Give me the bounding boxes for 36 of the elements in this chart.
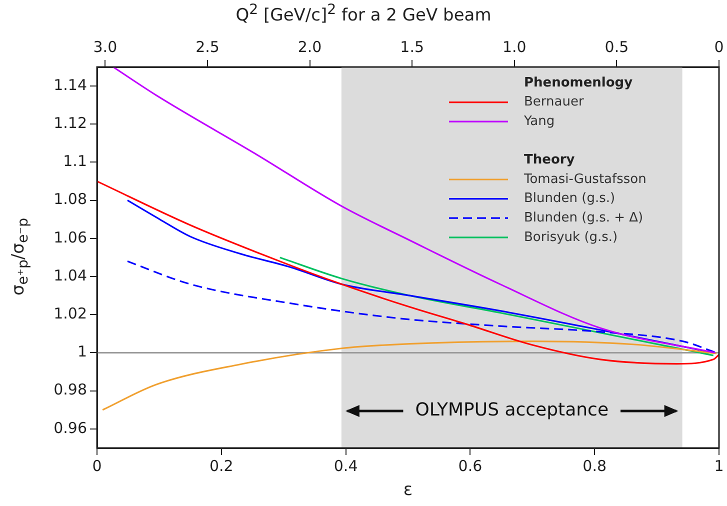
- x2-tick-label: 3.0: [93, 38, 118, 56]
- legend-label: Blunden (g.s. + Δ): [524, 210, 644, 226]
- y-tick-label: 1.08: [54, 190, 87, 208]
- legend-label: Yang: [523, 114, 555, 129]
- x2-tick-label: 1.5: [400, 38, 424, 56]
- band-label: OLYMPUS acceptance: [415, 400, 609, 421]
- y-tick-label: 0.96: [54, 418, 87, 437]
- x-tick-label: 0: [92, 456, 102, 475]
- line-series: [112, 67, 716, 354]
- line-series: [279, 256, 714, 356]
- x2-tick-label: 1.0: [502, 38, 526, 56]
- x-tick-label: 0.4: [334, 456, 358, 475]
- y-tick-label: 0.98: [54, 380, 87, 399]
- x2-tick-label: 0.5: [604, 38, 629, 56]
- legend-label: Blunden (g.s.): [524, 191, 616, 206]
- y-tick-label: 1.12: [54, 114, 87, 132]
- x2-tick-label: 2.5: [196, 38, 220, 56]
- y-tick-label: 1: [77, 342, 87, 361]
- x-tick-label: 0.6: [458, 456, 482, 475]
- legend-label: Bernauer: [524, 94, 584, 110]
- annotation: Phenomenlogy: [524, 75, 634, 90]
- annotation: Theory: [524, 152, 576, 168]
- y-tick-label: 1.02: [54, 304, 87, 323]
- x2-tick-label: 2.0: [298, 38, 322, 56]
- x-axis-title: ε: [402, 480, 414, 500]
- x-tick-label: 0.2: [209, 456, 234, 475]
- x2-tick-label: 0: [714, 38, 724, 56]
- legend-label: Tomasi-Gustafsson: [523, 172, 646, 187]
- x-tick-label: 0.8: [582, 456, 607, 475]
- y-tick-label: 1.1: [63, 152, 87, 170]
- x2-axis-title: Q$^{2}$ [GeV/c]$^{2}$ for a 2 GeV beam: [234, 2, 492, 26]
- x-tick-label: 1: [714, 456, 724, 475]
- y-tick-label: 1.06: [54, 228, 87, 246]
- legend-label: Borisyuk (g.s.): [524, 230, 618, 245]
- y-tick-label: 1.14: [54, 76, 87, 94]
- y-tick-label: 1.04: [54, 266, 87, 284]
